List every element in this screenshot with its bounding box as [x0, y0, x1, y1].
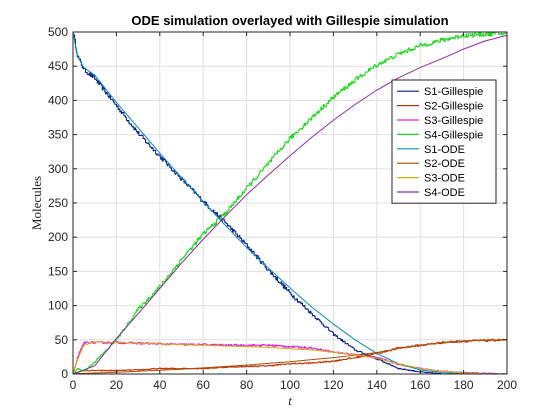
series-line-s1-gillespie	[73, 33, 508, 375]
x-tick-label: 60	[197, 378, 211, 392]
x-tick-label: 100	[280, 378, 300, 392]
y-tick-label: 150	[48, 264, 68, 278]
y-tick-label: 350	[48, 128, 68, 142]
y-tick-label: 500	[48, 25, 68, 39]
x-tick-label: 200	[497, 378, 517, 392]
y-tick-label: 450	[48, 59, 68, 73]
y-tick-label: 0	[61, 367, 68, 381]
y-tick-label: 250	[48, 196, 68, 210]
legend-label: S1-ODE	[424, 144, 465, 156]
x-tick-label: 140	[367, 378, 387, 392]
tick-layer: 0 20 40 60 80 100 120 140 160 180 200 0 50 100 150 200 2…	[48, 25, 517, 392]
series-line-s4-gillespie	[73, 31, 508, 375]
legend-label: S3-ODE	[424, 173, 465, 185]
x-tick-label: 0	[70, 378, 77, 392]
legend-label: S2-ODE	[424, 158, 465, 170]
series-line-s3-ode	[72, 341, 508, 375]
x-tick-label: 120	[323, 378, 343, 392]
x-tick-label: 20	[110, 378, 124, 392]
x-tick-label: 180	[454, 378, 474, 392]
legend-box	[391, 79, 497, 204]
x-tick-label: 160	[410, 378, 430, 392]
series-line-s1-ode	[72, 31, 508, 375]
series-line-s4-ode	[72, 34, 508, 375]
legend-label: S4-ODE	[424, 187, 465, 199]
legend-label: S2-Gillespie	[424, 101, 483, 113]
x-axis-label: t	[288, 393, 292, 408]
legend: S1-Gillespie S2-Gillespie S3-Gillespie S4-G…	[391, 79, 497, 204]
y-tick-label: 100	[48, 299, 68, 313]
y-axis-label: Molecules	[29, 176, 44, 230]
y-tick-label: 400	[48, 93, 68, 107]
y-tick-label: 300	[48, 162, 68, 176]
x-tick-label: 80	[240, 378, 254, 392]
y-tick-label: 50	[55, 333, 69, 347]
legend-label: S3-Gillespie	[424, 115, 483, 127]
legend-label: S1-Gillespie	[424, 86, 483, 98]
series-line-s2-ode	[72, 339, 508, 375]
chart-title: ODE simulation overlayed with Gillespie …	[131, 13, 448, 28]
legend-label: S4-Gillespie	[424, 129, 483, 141]
series-layer	[72, 31, 508, 375]
x-tick-label: 40	[153, 378, 167, 392]
y-tick-label: 200	[48, 230, 68, 244]
